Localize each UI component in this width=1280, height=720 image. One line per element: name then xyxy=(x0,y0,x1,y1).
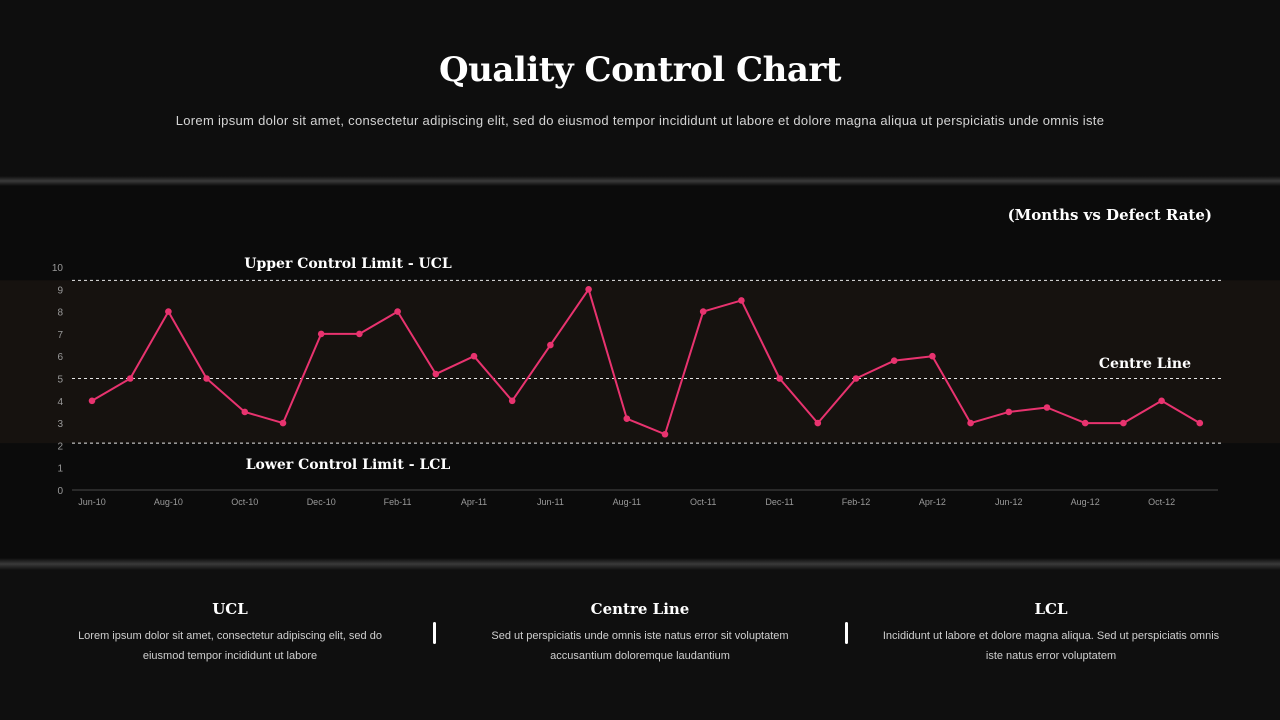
footer-centre-title: Centre Line xyxy=(590,600,690,618)
data-point xyxy=(1043,404,1051,411)
data-point xyxy=(279,419,287,427)
y-tick-label: 1 xyxy=(57,464,63,475)
x-tick-label: Aug-10 xyxy=(154,497,183,507)
data-point xyxy=(1081,419,1089,427)
x-tick-label: Jun-10 xyxy=(78,497,106,507)
data-point xyxy=(165,308,172,315)
chart-note: (Months vs Defect Rate) xyxy=(1007,206,1212,224)
data-point xyxy=(699,308,707,315)
data-point xyxy=(88,397,96,405)
lcl-label: Lower Control Limit - LCL xyxy=(246,457,451,473)
top-divider-band xyxy=(0,176,1280,186)
y-axis: 0 1 2 3 4 5 6 7 8 9 10 xyxy=(52,263,64,497)
footer-column-ucl: UCL Lorem ipsum dolor sit amet, consecte… xyxy=(60,600,400,666)
y-tick-label: 2 xyxy=(57,441,63,452)
data-point xyxy=(356,330,363,338)
x-tick-label: Dec-10 xyxy=(307,497,336,507)
y-tick-label: 9 xyxy=(57,285,63,296)
footer-lcl-title: LCL xyxy=(1034,600,1068,618)
ucl-label: Upper Control Limit - UCL xyxy=(244,256,452,272)
data-point xyxy=(623,415,631,422)
footer-ucl-title: UCL xyxy=(212,600,248,618)
x-tick-label: Oct-10 xyxy=(231,497,258,507)
y-tick-label: 4 xyxy=(57,397,63,408)
data-point xyxy=(1005,408,1013,416)
data-point xyxy=(470,352,478,360)
data-point xyxy=(547,341,554,349)
y-tick-label: 5 xyxy=(57,375,63,386)
x-tick-label: Apr-11 xyxy=(461,497,487,507)
page-subtitle: Lorem ipsum dolor sit amet, consectetur … xyxy=(175,113,1105,128)
data-point xyxy=(738,297,745,304)
data-point xyxy=(929,352,936,360)
x-tick-label: Aug-11 xyxy=(613,497,641,507)
data-point xyxy=(317,330,325,338)
x-tick-label: Jun-12 xyxy=(995,497,1023,507)
centre-line-label: Centre Line xyxy=(1099,356,1191,372)
x-tick-label: Feb-11 xyxy=(384,497,412,507)
data-point xyxy=(776,375,783,382)
data-point xyxy=(814,419,822,427)
y-tick-label: 3 xyxy=(57,419,63,430)
x-tick-label: Oct-12 xyxy=(1148,497,1175,507)
x-tick-label: Feb-12 xyxy=(842,497,871,507)
x-tick-label: Jun-11 xyxy=(537,497,564,507)
x-axis: Jun-10 Aug-10 Oct-10 Dec-10 Feb-11 Apr-11 Jun-… xyxy=(78,497,1175,507)
footer-centre-text: Sed ut perspiciatis unde omnis iste natu… xyxy=(491,630,789,662)
y-tick-label: 7 xyxy=(57,330,63,341)
data-point xyxy=(203,375,210,382)
data-points xyxy=(88,286,1204,438)
y-tick-label: 6 xyxy=(57,352,63,363)
y-tick-label: 10 xyxy=(52,263,64,274)
data-point xyxy=(241,408,249,416)
header: Quality Control Chart Lorem ipsum dolor … xyxy=(0,0,1280,180)
footer-column-lcl: LCL Incididunt ut labore et dolore magna… xyxy=(881,600,1221,666)
data-point xyxy=(1196,419,1204,427)
data-point xyxy=(852,375,860,382)
footer-ucl-text: Lorem ipsum dolor sit amet, consectetur … xyxy=(78,630,382,662)
data-point xyxy=(585,286,592,293)
footer-divider xyxy=(433,622,436,644)
data-point xyxy=(890,357,898,364)
x-tick-label: Oct-11 xyxy=(690,497,716,507)
x-tick-label: Dec-11 xyxy=(765,497,793,507)
footer-divider xyxy=(845,622,848,644)
x-tick-label: Apr-12 xyxy=(919,497,946,507)
data-point xyxy=(394,308,401,315)
y-tick-label: 8 xyxy=(57,308,63,319)
y-tick-label: 0 xyxy=(57,486,63,497)
footer-column-centre: Centre Line Sed ut perspiciatis unde omn… xyxy=(470,600,810,666)
footer xyxy=(0,570,1280,720)
data-point xyxy=(508,397,516,405)
footer-lcl-text: Incididunt ut labore et dolore magna ali… xyxy=(882,630,1220,662)
data-point xyxy=(1158,397,1165,405)
series-line xyxy=(91,288,1201,436)
data-point xyxy=(432,370,440,378)
control-band xyxy=(0,280,1280,444)
bottom-divider-band xyxy=(0,558,1280,570)
data-point xyxy=(126,375,134,382)
data-point xyxy=(967,419,974,427)
data-point xyxy=(661,430,669,438)
page-title: Quality Control Chart xyxy=(439,50,841,90)
x-tick-label: Aug-12 xyxy=(1071,497,1100,507)
data-point xyxy=(1120,419,1127,427)
